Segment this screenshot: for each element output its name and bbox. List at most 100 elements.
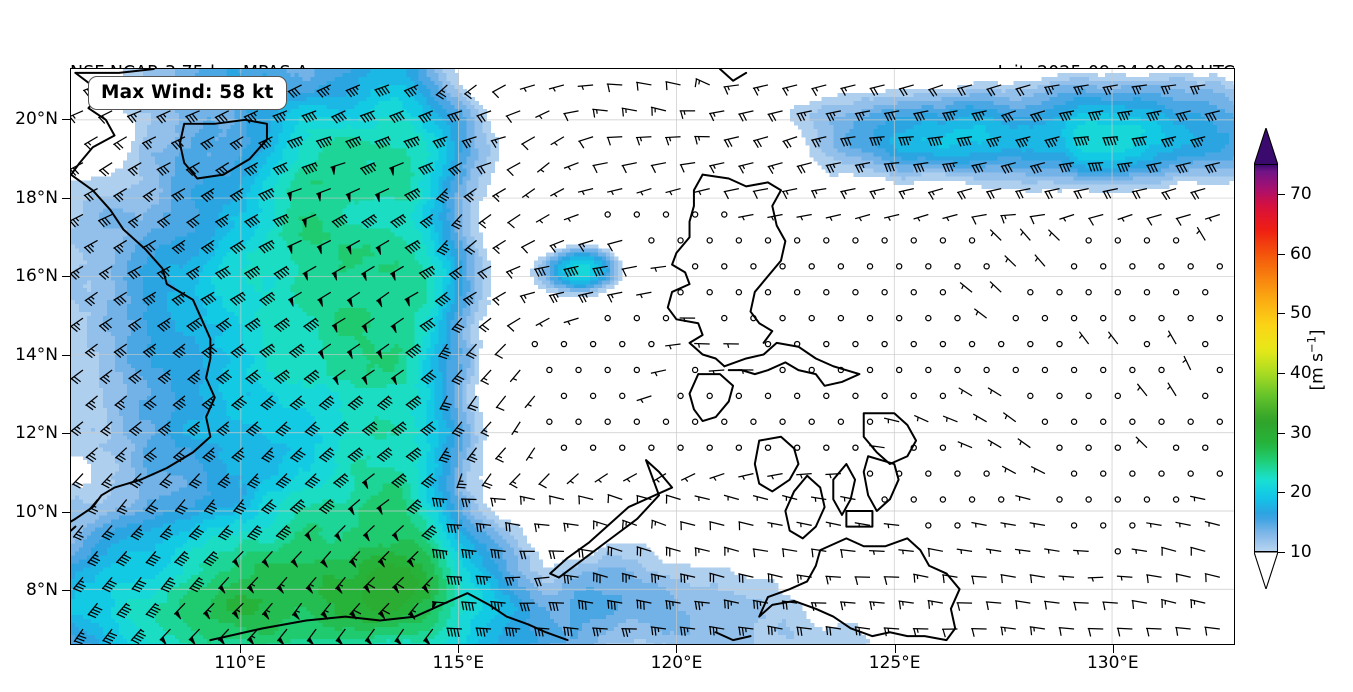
wind-barb xyxy=(333,421,349,437)
wind-barb xyxy=(636,187,652,196)
wind-barb xyxy=(913,110,929,122)
wind-barb xyxy=(244,317,261,332)
wind-barb xyxy=(825,110,842,122)
wind-barb xyxy=(509,369,521,383)
wind-barb xyxy=(390,265,404,281)
wind-barb xyxy=(810,187,827,199)
wind-barb xyxy=(389,110,405,124)
wind-barb xyxy=(301,110,318,123)
wind-barb xyxy=(1182,355,1192,371)
wind-barb xyxy=(592,520,608,530)
wind-barb xyxy=(348,550,361,568)
wind-barb xyxy=(231,395,247,411)
colorbar-tick-mark xyxy=(1278,253,1285,255)
wind-barb xyxy=(883,523,900,529)
wind-barb xyxy=(364,628,375,644)
wind-barb xyxy=(376,291,390,308)
wind-barb xyxy=(1085,237,1092,244)
wind-barb xyxy=(84,343,98,359)
wind-barb xyxy=(375,239,390,255)
wind-barb xyxy=(418,110,434,124)
wind-barb xyxy=(538,473,550,489)
wind-barb xyxy=(767,213,783,221)
wind-barb xyxy=(662,418,670,425)
wind-barb xyxy=(1029,110,1046,123)
wind-barb xyxy=(679,110,696,119)
wind-barb xyxy=(524,395,536,409)
wind-barb xyxy=(650,265,667,272)
wind-barb xyxy=(604,366,611,374)
wind-barb xyxy=(376,395,393,411)
wind-barb xyxy=(403,84,419,98)
wind-barb xyxy=(665,343,681,350)
wind-barb xyxy=(1202,444,1209,451)
wind-barb xyxy=(127,162,142,177)
wind-barb xyxy=(536,162,550,173)
wind-barb xyxy=(1070,418,1078,425)
wind-barb xyxy=(71,213,84,228)
wind-barb xyxy=(438,343,451,360)
wind-barb xyxy=(302,265,317,281)
wind-barb xyxy=(650,106,667,116)
wind-barb xyxy=(1143,496,1151,503)
wind-barb xyxy=(360,265,375,281)
wind-barb xyxy=(156,265,171,280)
wind-barb xyxy=(261,550,273,568)
wind-barb xyxy=(548,601,564,612)
wind-barb xyxy=(495,395,507,411)
wind-barb xyxy=(286,136,304,149)
wind-barb xyxy=(895,263,903,270)
wind-barb xyxy=(451,369,465,385)
wind-barb xyxy=(520,239,536,254)
wind-barb xyxy=(825,213,842,221)
wind-barb xyxy=(954,263,961,270)
wind-barb xyxy=(1056,392,1063,400)
wind-barb xyxy=(188,524,205,541)
wind-barb xyxy=(1087,110,1104,121)
wind-barb xyxy=(185,265,200,280)
wind-barb xyxy=(1187,418,1194,425)
wind-barb xyxy=(942,574,958,584)
wind-barb xyxy=(113,291,128,306)
wind-barb xyxy=(291,602,303,620)
wind-barb xyxy=(1070,470,1078,477)
wind-barb xyxy=(764,237,772,244)
wind-barb xyxy=(575,418,582,425)
wind-barb xyxy=(492,239,506,255)
x-axis-tick-mark xyxy=(240,645,242,653)
wind-barb xyxy=(261,602,273,620)
wind-barb xyxy=(925,470,932,477)
wind-barb xyxy=(883,417,900,424)
wind-barb xyxy=(823,444,830,451)
x-axis-tick-label: 125°E xyxy=(869,653,921,673)
wind-barb xyxy=(650,369,667,377)
wind-barb xyxy=(985,136,1002,148)
wind-barb xyxy=(229,136,244,151)
wind-barb xyxy=(1146,110,1162,122)
wind-barb xyxy=(390,213,407,229)
wind-barb xyxy=(332,473,349,489)
wind-barb xyxy=(706,392,713,400)
wind-barb xyxy=(808,314,815,322)
wind-barb xyxy=(648,444,655,451)
wind-barb xyxy=(303,317,320,333)
wind-barb xyxy=(407,602,419,620)
wind-barb xyxy=(171,239,186,255)
wind-barb xyxy=(1030,465,1046,475)
wind-barb xyxy=(1135,436,1148,449)
wind-barb xyxy=(604,211,611,218)
wind-barb xyxy=(594,473,609,483)
wind-barb xyxy=(997,496,1005,503)
wind-barb xyxy=(461,548,477,559)
wind-barb xyxy=(779,314,786,322)
wind-barb xyxy=(752,136,769,149)
wind-barb xyxy=(607,239,623,252)
wind-barb xyxy=(259,343,276,358)
wind-barb xyxy=(662,314,670,322)
wind-barb xyxy=(752,84,769,96)
wind-barb xyxy=(928,84,944,97)
wind-barb xyxy=(723,546,740,556)
wind-barb xyxy=(432,136,448,149)
wind-barb xyxy=(1070,263,1078,270)
wind-barb xyxy=(796,574,812,584)
